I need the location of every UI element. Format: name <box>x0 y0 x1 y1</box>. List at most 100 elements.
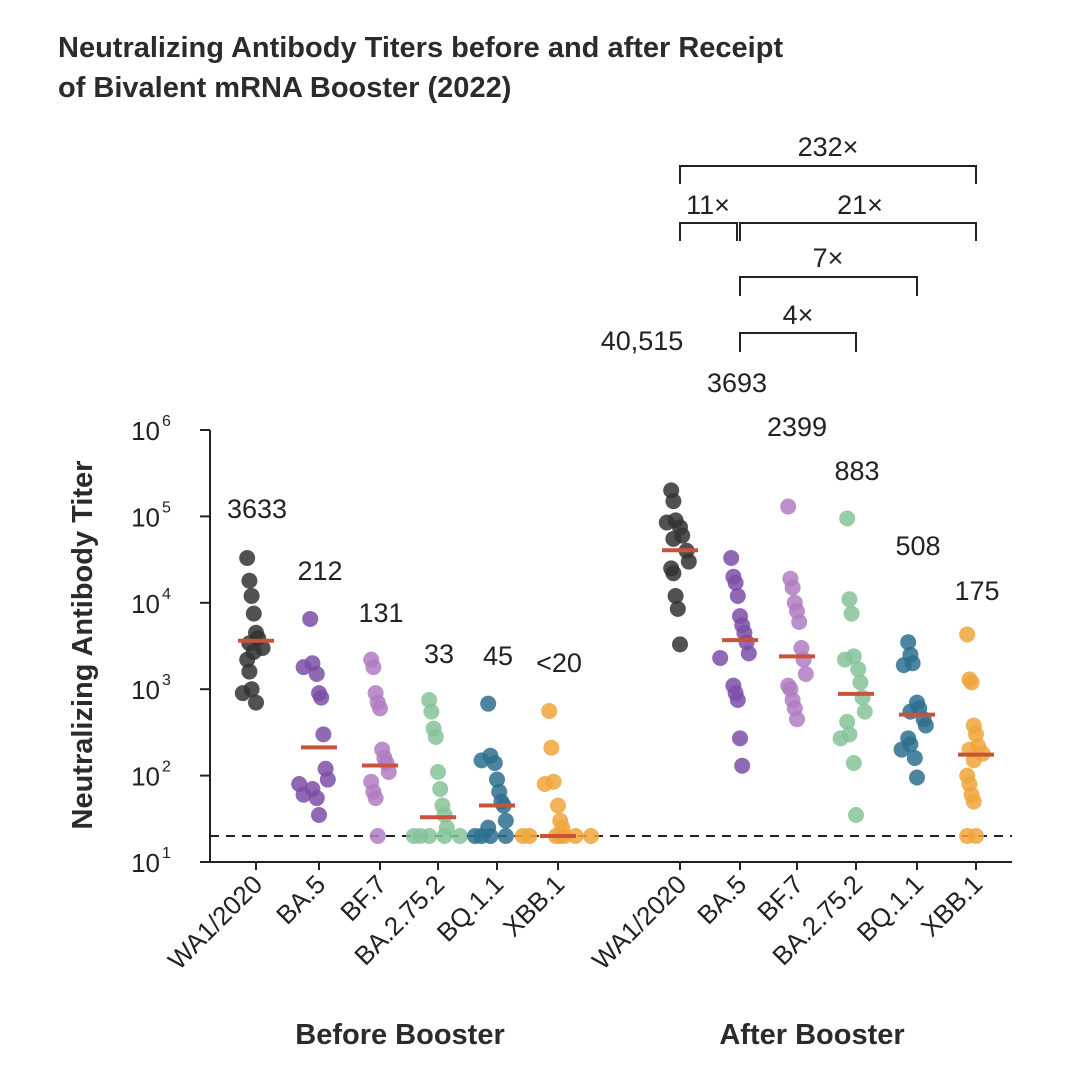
x-tick-label-XBB.1: XBB.1 <box>915 869 988 942</box>
median-label-BA.5: 212 <box>297 556 342 586</box>
data-point-BA.5-before <box>302 610 319 627</box>
data-point-WA1/2020-before <box>239 550 256 567</box>
data-point-BA.2.75.2-after <box>843 605 860 622</box>
data-point-WA1/2020-after <box>672 636 688 653</box>
y-tick-label-5-base: 10 <box>131 502 160 532</box>
data-point-BF.7-after <box>784 579 801 596</box>
data-point-BA.2.75.2-before <box>405 827 422 844</box>
data-point-BA.2.75.2-after <box>839 713 856 730</box>
median-label-BF.7: 2399 <box>767 412 827 442</box>
y-tick-label-4-base: 10 <box>131 589 160 619</box>
data-point-XBB.1-after <box>959 626 976 643</box>
data-point-WA1/2020-before <box>243 587 260 604</box>
data-point-WA1/2020-before <box>239 651 256 668</box>
median-label-BQ.1.1: 45 <box>483 641 513 671</box>
fold-bracket-0 <box>679 165 977 184</box>
y-tick-label-3-exp: 3 <box>162 672 171 689</box>
y-tick-label-5-exp: 5 <box>162 499 171 516</box>
fold-change-label-3: 7× <box>813 243 844 273</box>
data-point-BF.7-before <box>380 764 397 781</box>
fold-bracket-3 <box>739 276 918 296</box>
data-point-XBB.1-before <box>543 739 560 756</box>
x-tick-label-WA1/2020: WA1/2020 <box>162 869 268 975</box>
data-point-WA1/2020-before <box>241 572 258 589</box>
data-point-BA.2.75.2-after <box>856 703 873 720</box>
data-point-BA.5-before <box>319 771 336 788</box>
fold-change-label-0: 232× <box>798 132 859 162</box>
median-label-BQ.1.1: 508 <box>895 531 940 561</box>
data-point-BA.2.75.2-after <box>852 674 869 691</box>
data-point-BA.5-after <box>727 574 744 591</box>
data-point-BF.7-after <box>797 665 814 682</box>
data-point-BF.7-after <box>795 651 812 668</box>
median-label-WA1/2020: 40,515 <box>601 326 684 356</box>
fold-bracket-2 <box>739 222 977 241</box>
median-label-BA.2.75.2: 33 <box>424 639 454 669</box>
data-point-BQ.1.1-after <box>893 741 910 758</box>
data-point-BA.2.75.2-before <box>423 703 440 720</box>
data-point-BA.5-before <box>313 689 330 706</box>
data-point-BA.5-before <box>295 659 312 676</box>
data-point-BA.2.75.2-after <box>839 510 856 527</box>
data-point-WA1/2020-before <box>245 605 262 622</box>
x-tick-label-BA.5: BA.5 <box>270 869 331 930</box>
data-point-WA1/2020-after <box>658 514 675 531</box>
data-point-WA1/2020-after <box>665 493 682 510</box>
data-point-BQ.1.1-before <box>473 752 490 769</box>
data-point-BF.7-after <box>780 498 797 515</box>
data-point-BA.2.75.2-after <box>837 651 853 668</box>
median-label-XBB.1: <20 <box>536 648 582 678</box>
data-point-XBB.1-before <box>514 827 531 844</box>
y-tick-label-2-exp: 2 <box>162 759 171 776</box>
y-tick-label-2-base: 10 <box>131 762 160 792</box>
data-point-WA1/2020-after <box>680 553 697 570</box>
data-point-BA.5-after <box>712 649 729 666</box>
data-point-BA.2.75.2-after <box>845 754 862 771</box>
x-tick-label-BQ.1.1: BQ.1.1 <box>431 869 509 947</box>
y-tick-label-1-base: 10 <box>131 848 160 878</box>
data-point-BQ.1.1-after <box>917 717 934 734</box>
data-point-BQ.1.1-after <box>909 769 925 786</box>
data-point-XBB.1-after <box>959 827 976 844</box>
data-point-BF.7-before <box>367 790 384 807</box>
data-point-WA1/2020-before <box>241 663 258 680</box>
data-point-BA.2.75.2-before <box>452 827 468 844</box>
data-point-XBB.1-after <box>963 674 980 691</box>
data-point-BA.5-before <box>311 806 327 823</box>
fold-bracket-1 <box>679 222 738 241</box>
x-tick-label-BA.5: BA.5 <box>691 869 752 930</box>
data-point-BF.7-before <box>369 827 386 844</box>
data-point-BA.2.75.2-after <box>850 661 867 678</box>
data-point-BA.2.75.2-before <box>436 827 453 844</box>
data-point-BA.5-before <box>295 786 312 803</box>
data-point-WA1/2020-after <box>665 565 682 582</box>
data-point-WA1/2020-after <box>665 530 682 547</box>
data-point-BQ.1.1-after <box>906 749 923 766</box>
data-point-BA.2.75.2-before <box>427 728 444 745</box>
group-label-after: After Booster <box>719 1019 904 1051</box>
median-label-BA.2.75.2: 883 <box>834 456 879 486</box>
data-point-BF.7-after <box>789 711 805 728</box>
data-point-BA.5-after <box>729 587 746 604</box>
data-point-WA1/2020-before <box>248 694 264 711</box>
data-point-BA.5-before <box>308 665 325 682</box>
data-point-BQ.1.1-before <box>467 827 483 844</box>
x-tick-label-WA1/2020: WA1/2020 <box>586 869 692 975</box>
data-point-XBB.1-before <box>536 775 553 792</box>
data-point-BQ.1.1-before <box>497 827 514 844</box>
chart-title: Neutralizing Antibody Titers before and … <box>58 28 783 108</box>
data-point-XBB.1-after <box>965 793 982 810</box>
data-point-BF.7-before <box>372 700 388 717</box>
data-point-BA.5-before <box>308 790 325 807</box>
data-point-WA1/2020-before <box>234 685 251 702</box>
data-point-BA.2.75.2-after <box>841 591 858 608</box>
fold-change-label-1: 11× <box>686 190 730 220</box>
data-point-BA.5-after <box>729 691 746 708</box>
data-point-BF.7-before <box>365 659 382 676</box>
data-point-BA.2.75.2-before <box>432 780 449 797</box>
data-point-WA1/2020-after <box>667 587 684 604</box>
data-point-BA.2.75.2-after <box>832 730 849 747</box>
median-label-BF.7: 131 <box>358 598 403 628</box>
y-tick-label-4-exp: 4 <box>162 586 171 603</box>
